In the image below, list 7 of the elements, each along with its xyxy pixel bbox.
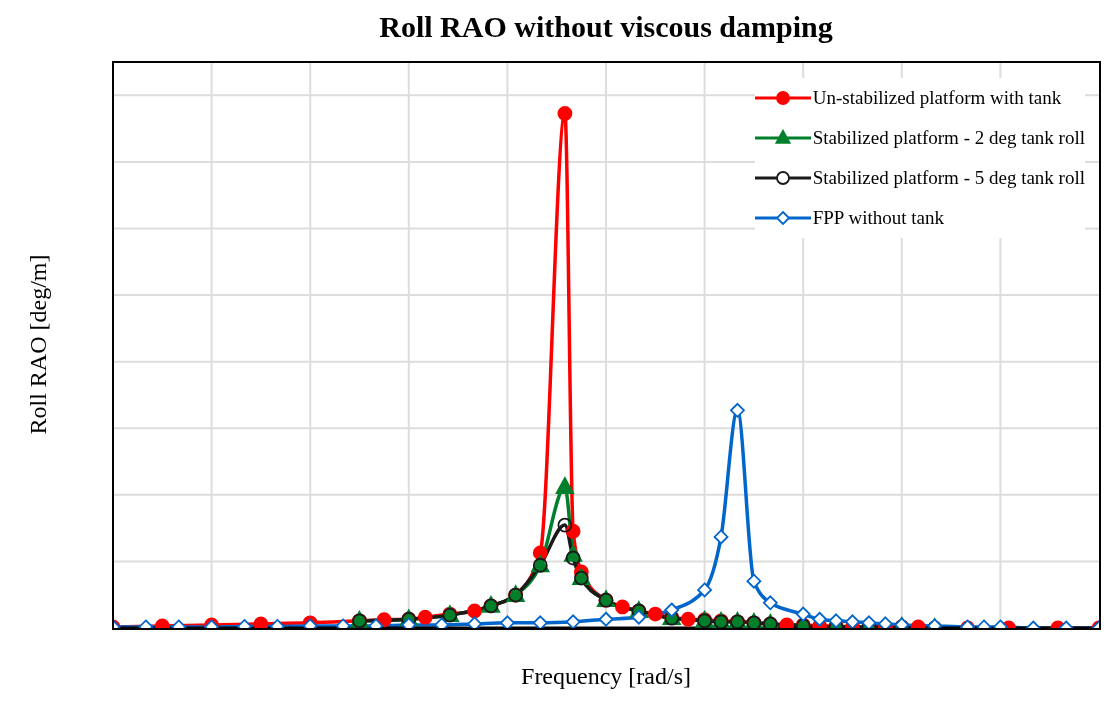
y-axis-title: Roll RAO [deg/m]	[24, 253, 52, 437]
legend-label: Stabilized platform - 5 deg tank roll	[812, 167, 1085, 189]
legend-label: FPP without tank	[812, 207, 944, 229]
legend-label: Stabilized platform - 2 deg tank roll	[812, 127, 1085, 149]
legend-label: Un-stabilized platform with tank	[812, 87, 1062, 109]
chart-title: Roll RAO without viscous damping	[378, 10, 834, 44]
x-axis-title: Frequency [rad/s]	[521, 663, 691, 689]
